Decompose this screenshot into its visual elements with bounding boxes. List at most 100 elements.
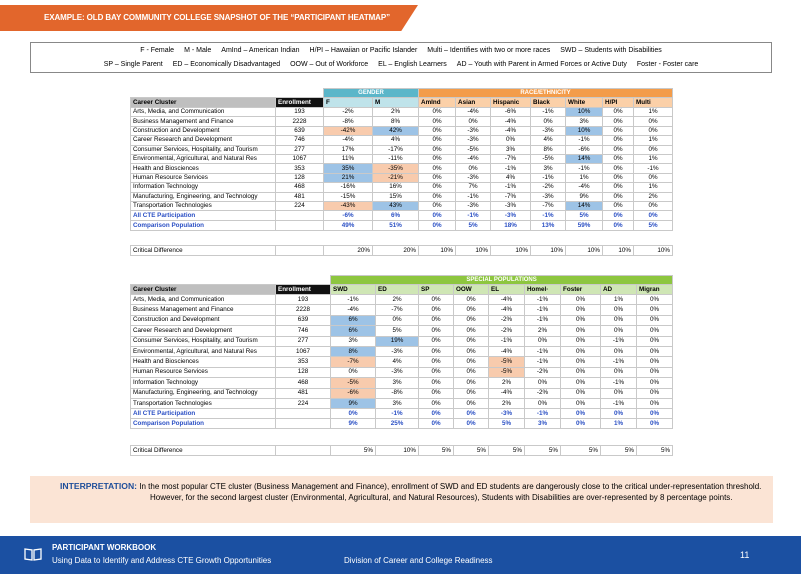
heatmap-table: SPECIAL POPULATIONS Career Cluster Enrollm… [130,275,674,457]
percent-cell: -2% [530,182,567,193]
enrollment: 128 [275,172,324,184]
percent-cell: 0% [560,418,601,430]
enrollment: 1067 [275,153,324,165]
cluster-name: Business Management and Finance [130,116,276,127]
empty-cell [275,220,324,232]
percent-cell: 3% [375,397,419,410]
percent-cell: 0% [418,335,454,347]
percent-cell: 0% [635,304,674,316]
page-number: 11 [740,550,750,560]
percent-cell: -2% [488,325,525,337]
percent-cell: 6% [330,314,376,327]
percent-cell: 17% [323,144,373,155]
percent-cell: -42% [323,125,373,137]
percent-cell: -1% [330,293,376,306]
cluster-name: Transportation Technologies [130,200,276,212]
column-header: Hispanic [490,97,532,108]
percent-cell: 16% [371,182,420,193]
empty-cell [275,418,331,430]
summary-row: All CTE Participation -6% 6% 0% -1% -3% -1% 5% 0… [130,210,674,222]
percent-cell: 0% [490,135,532,146]
cluster-name: Construction and Development [130,125,276,137]
spacer-row [131,429,673,446]
enrollment: 468 [275,182,324,193]
percent-cell: -3% [375,366,419,379]
percent-cell: 0% [602,182,635,193]
column-header: M [371,97,420,108]
data-row: Environmental, Agricultural, and Natural… [130,153,674,165]
percent-cell: -6% [323,210,373,222]
percent-cell: -15% [323,191,373,202]
percent-cell: 0% [633,144,674,155]
percent-cell: -5% [488,366,525,379]
percent-cell: -1% [600,377,637,389]
percent-cell: -4% [490,125,532,137]
critical-value: 20% [371,245,420,257]
data-row: Arts, Media, and Communication 193 -2% 2% 0%… [130,106,674,118]
percent-cell: -16% [323,182,373,193]
percent-cell: 0% [635,408,674,420]
percent-cell: 0% [418,325,454,337]
percent-cell: 11% [323,153,373,165]
percent-cell: 4% [371,135,420,146]
percent-cell: 0% [602,163,635,174]
enrollment: 193 [275,293,331,306]
percent-cell: 0% [600,408,637,420]
percent-cell: 51% [371,220,420,232]
percent-cell: 0% [418,418,454,430]
percent-cell: 5% [565,210,604,222]
legend-item: H/PI – Hawaiian or Pacific Islander [309,47,418,54]
legend-item: Multi – Identifies with two or more race… [427,47,551,54]
percent-cell: 25% [375,418,419,430]
critical-value: 20% [323,245,373,257]
footer-division: Division of Career and College Readiness [344,556,493,565]
percent-cell: 9% [565,191,604,202]
header-bar: EXAMPLE: OLD BAY COMMUNITY COLLEGE SNAPS… [0,5,418,31]
percent-cell: 1% [633,153,674,165]
group-row: SPECIAL POPULATIONS [131,275,674,285]
spacer-row [131,231,673,246]
percent-cell: 2% [524,325,561,337]
legend-item: SWD – Students with Disabilities [560,47,662,54]
percent-cell: 1% [633,135,674,146]
critical-value: 5% [600,445,637,457]
percent-cell: 0% [453,293,489,306]
percent-cell: -1% [524,345,561,358]
percent-cell: 0% [453,345,489,358]
percent-cell: -4% [455,153,492,165]
percent-cell: -4% [565,182,604,193]
column-header: Black [530,97,567,108]
critical-label: Critical Difference [130,445,276,457]
percent-cell: -1% [490,163,532,174]
empty-cell [275,445,331,457]
percent-cell: -6% [330,387,376,399]
percent-cell: -1% [455,191,492,202]
column-header: AmInd [418,97,457,108]
data-row: Human Resource Services 128 21% -21% 0% -3% 4%… [130,172,674,184]
percent-cell: 14% [565,153,604,165]
percent-cell: 0% [330,408,376,420]
percent-cell: -1% [600,356,637,368]
cluster-name: Consumer Services, Hospitality, and Tour… [130,335,276,347]
percent-cell: 0% [418,366,454,379]
percent-cell: -3% [455,125,492,137]
data-row: Health and Biosciences 353 35% -35% 0% 0% -1% 3… [130,163,674,174]
percent-cell: -7% [375,304,419,316]
percent-cell: 0% [453,418,489,430]
column-header: H/PI [602,97,635,108]
percent-cell: -1% [633,163,674,174]
percent-cell: 0% [418,397,454,410]
percent-cell: -35% [371,163,420,174]
percent-cell: 19% [375,335,419,347]
critical-label: Critical Difference [130,245,276,257]
enrollment: 468 [275,377,331,389]
percent-cell: 0% [602,200,635,212]
percent-cell: 4% [375,356,419,368]
percent-cell: -4% [488,293,525,306]
critical-value: 5% [418,445,454,457]
percent-cell: 0% [560,408,601,420]
cluster-name: Manufacturing, Engineering, and Technolo… [130,191,276,202]
percent-cell: -2% [524,366,561,379]
percent-cell: 0% [418,314,454,327]
